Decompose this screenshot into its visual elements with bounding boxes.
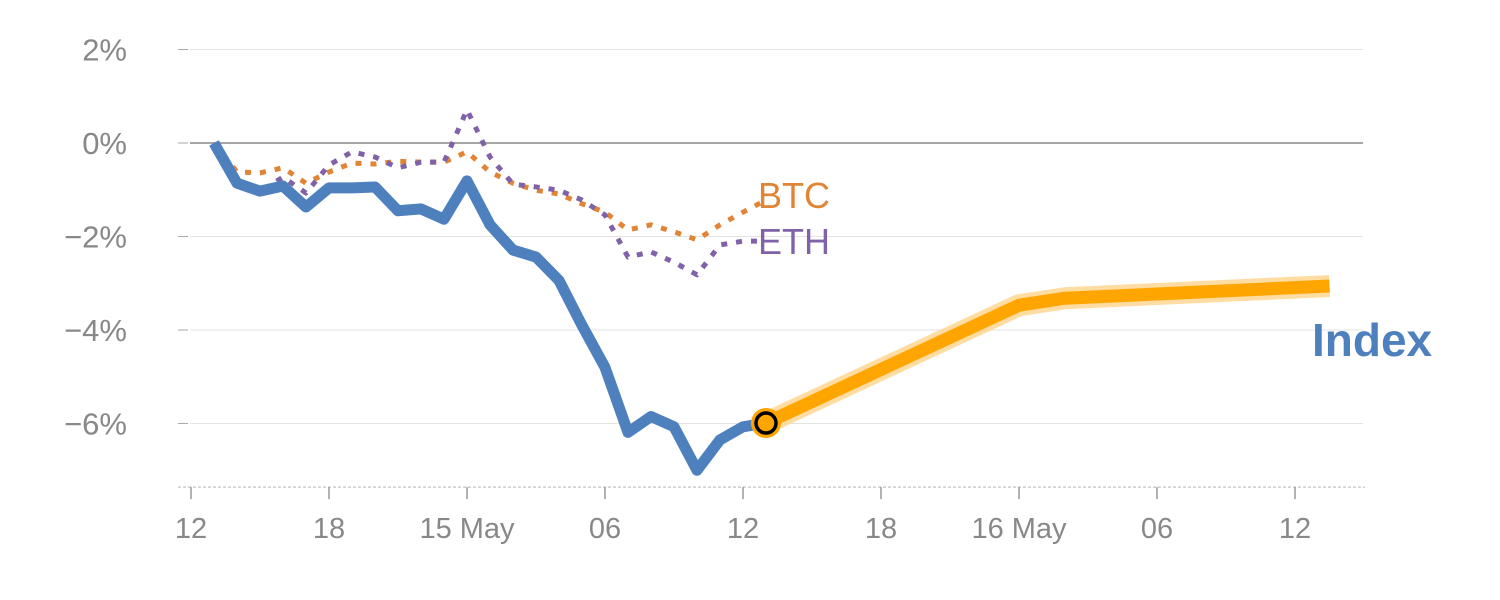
y-tick-label: −2%	[64, 220, 127, 255]
x-tick-label: 12	[175, 513, 207, 545]
eth-line	[211, 107, 766, 278]
y-axis: 2% 0% −2% −4% −6%	[64, 33, 188, 442]
eth-label: ETH	[758, 221, 830, 262]
x-tick-label: 18	[865, 513, 897, 545]
series-labels: BTC ETH Index	[758, 175, 1433, 366]
index-label: Index	[1312, 314, 1433, 366]
x-tick-label: 12	[727, 513, 759, 545]
x-tick-label: 15 May	[419, 513, 515, 545]
btc-label: BTC	[758, 175, 830, 216]
x-tick-label: 12	[1279, 513, 1311, 545]
y-tick-label: 2%	[82, 33, 127, 68]
current-point-marker	[754, 411, 778, 435]
x-tick-label: 16 May	[971, 513, 1067, 545]
x-tick-label: 18	[313, 513, 345, 545]
y-tick-label: 0%	[82, 126, 127, 161]
y-tick-label: −6%	[64, 407, 127, 442]
series-lines	[209, 107, 1331, 476]
x-axis: 12 18 15 May 06 12 18 16 May 06 12	[175, 486, 1365, 545]
x-tick-label: 06	[1141, 513, 1173, 545]
x-tick-label: 06	[589, 513, 621, 545]
y-tick-label: −4%	[64, 313, 127, 348]
forecast-line	[763, 279, 1330, 429]
index-line	[209, 140, 767, 476]
